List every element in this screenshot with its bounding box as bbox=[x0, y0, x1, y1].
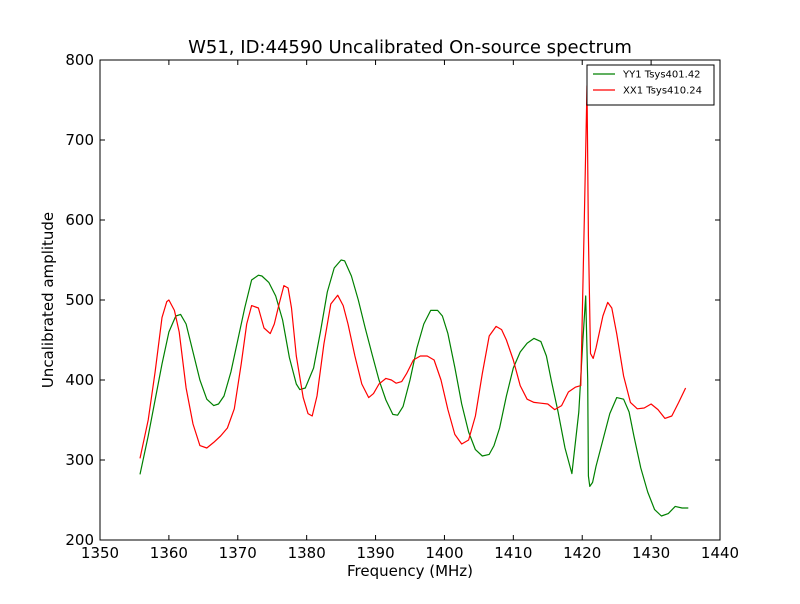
series-layer bbox=[139, 84, 689, 517]
y-tick-label: 200 bbox=[65, 531, 94, 549]
x-tick-label: 1370 bbox=[219, 544, 257, 562]
legend-label-1: XX1 Tsys410.24 bbox=[623, 86, 702, 97]
x-axis-label: Frequency (MHz) bbox=[347, 562, 473, 580]
y-tick-label: 300 bbox=[65, 451, 94, 469]
x-tick-label: 1410 bbox=[494, 544, 532, 562]
ticks-layer: 1350 1360 1370 1380 1390 1400 1410 1420 1430 1440… bbox=[65, 51, 739, 562]
series-line-0 bbox=[139, 259, 689, 517]
x-tick-label: 1400 bbox=[425, 544, 463, 562]
y-tick-label: 700 bbox=[65, 131, 94, 149]
x-tick-label: 1420 bbox=[563, 544, 601, 562]
legend: YY1 Tsys401.42 XX1 Tsys410.24 bbox=[586, 64, 715, 106]
y-axis-label: Uncalibrated amplitude bbox=[39, 212, 57, 388]
y-tick-label: 800 bbox=[65, 51, 94, 69]
series-line-1 bbox=[139, 84, 687, 459]
chart-title: W51, ID:44590 Uncalibrated On-source spe… bbox=[188, 37, 632, 58]
y-tick-label: 400 bbox=[65, 371, 94, 389]
x-tick-label: 1430 bbox=[632, 544, 670, 562]
x-tick-label: 1440 bbox=[701, 544, 739, 562]
x-tick-label: 1380 bbox=[288, 544, 326, 562]
y-tick-label: 600 bbox=[65, 211, 94, 229]
legend-box bbox=[586, 64, 715, 106]
x-tick-label: 1360 bbox=[150, 544, 188, 562]
legend-label-0: YY1 Tsys401.42 bbox=[622, 70, 701, 81]
x-tick-label: 1390 bbox=[356, 544, 394, 562]
y-tick-label: 500 bbox=[65, 291, 94, 309]
x-tick-label: 1350 bbox=[81, 544, 119, 562]
